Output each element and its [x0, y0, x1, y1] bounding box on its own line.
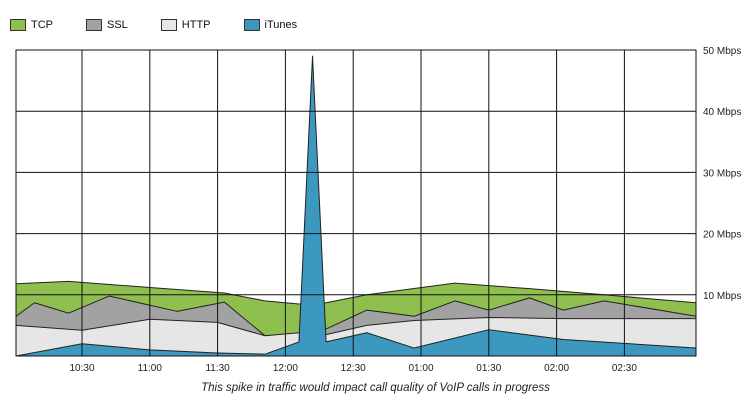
legend-item-itunes: iTunes [243, 19, 298, 31]
x-tick-label: 11:30 [205, 363, 230, 374]
legend-item-ssl: SSL [86, 19, 128, 31]
series-area-itunes [15, 55, 697, 357]
legend-swatch [160, 19, 177, 31]
plot-frame [15, 49, 697, 357]
legend-label: SSL [107, 19, 128, 31]
x-tick-label: 02:30 [612, 363, 637, 374]
plot-area [15, 55, 697, 357]
x-tick-label: 10:30 [69, 363, 94, 374]
chart-caption: This spike in traffic would impact call … [201, 382, 550, 394]
x-tick-label: 12:30 [341, 363, 366, 374]
x-tick-label: 12:00 [273, 363, 298, 374]
y-tick-label: 40 Mbps [703, 107, 741, 118]
legend-label: TCP [31, 19, 53, 31]
legend-item-http: HTTP [160, 19, 211, 31]
legend-swatch [86, 19, 102, 31]
y-tick-label: 10 Mbps [703, 291, 741, 302]
y-tick-label: 30 Mbps [703, 168, 741, 179]
x-tick-label: 02:00 [544, 363, 569, 374]
x-tick-label: 11:00 [138, 363, 163, 374]
legend-item-tcp: TCP [10, 19, 53, 31]
legend-label: HTTP [181, 19, 211, 31]
y-tick-label: 50 Mbps [703, 46, 741, 57]
legend-label: iTunes [264, 19, 298, 31]
chart-legend: TCP SSL HTTP iTunes [10, 15, 330, 35]
x-tick-label: 01:30 [476, 363, 501, 374]
y-tick-label: 20 Mbps [703, 230, 741, 241]
legend-swatch [10, 19, 26, 31]
x-tick-label: 01:00 [408, 363, 433, 374]
legend-swatch [243, 19, 260, 31]
